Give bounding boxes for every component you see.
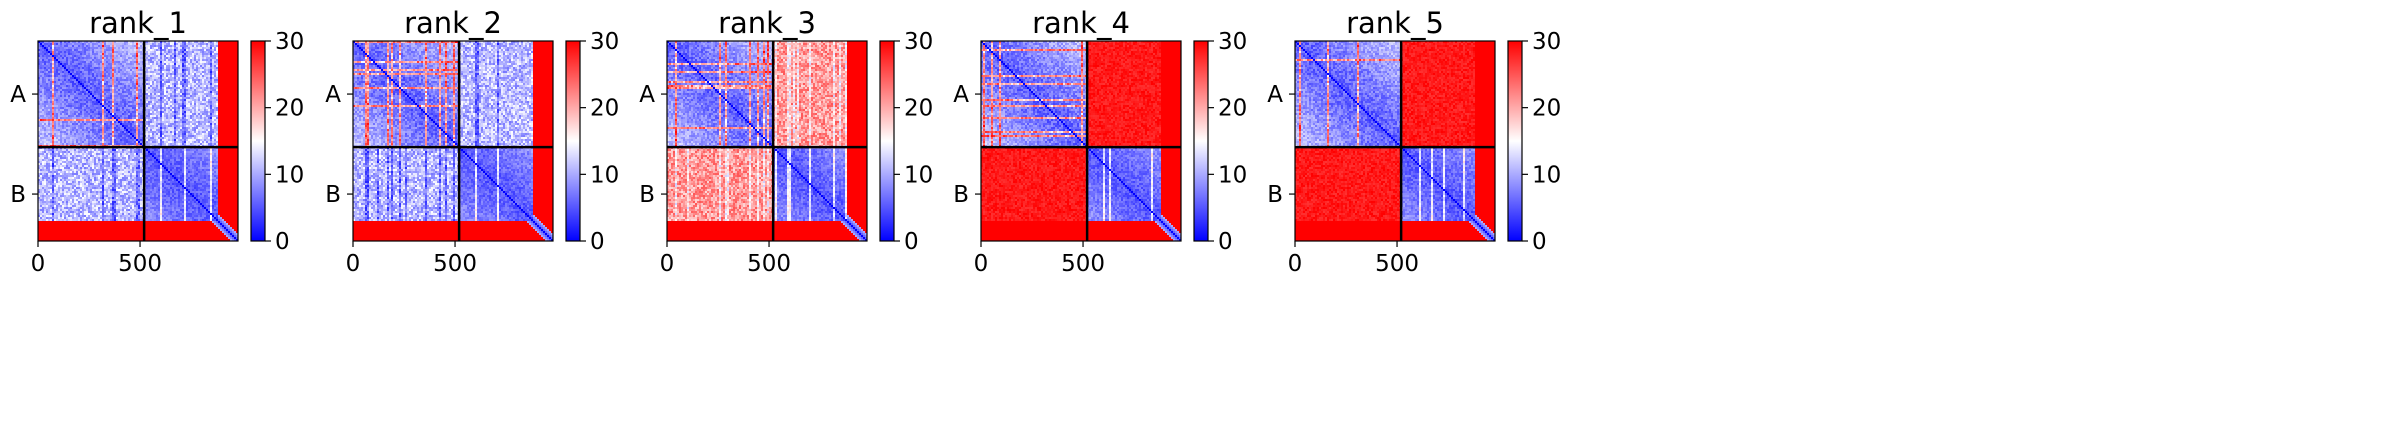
colorbar-tick-label: 20: [275, 96, 304, 122]
x-tick-label: 0: [974, 251, 989, 277]
heatmap-cells: [353, 41, 553, 241]
colorbar-tick-label: 0: [1532, 229, 1547, 255]
plot-frame: [37, 40, 239, 242]
y-tick-label: A: [1267, 82, 1283, 108]
colorbar-tick-label: 20: [590, 96, 619, 122]
heatmap-panel-rank_5: rank_5 0 500 A B 0 10 20 30: [1267, 6, 1561, 277]
panel-title: rank_1: [89, 6, 187, 40]
heatmap-cells: [981, 41, 1181, 241]
colorbar-tick-label: 20: [1532, 96, 1561, 122]
x-tick-label: 500: [1375, 251, 1419, 277]
x-tick-label: 0: [660, 251, 675, 277]
colorbar: 0 10 20 30: [1193, 29, 1247, 255]
colorbar: 0 10 20 30: [879, 29, 933, 255]
heatmap-panel-rank_2: rank_2 0 500 A B 0 10 20 30: [325, 6, 619, 277]
colorbar-tick-label: 10: [1218, 162, 1247, 188]
colorbar-tick-label: 10: [275, 162, 304, 188]
panel-title: rank_3: [718, 6, 816, 40]
colorbar-gradient: [879, 40, 895, 242]
y-tick-label: A: [10, 82, 26, 108]
y-tick-label: B: [953, 182, 969, 208]
x-tick-label: 500: [118, 251, 162, 277]
x-tick-label: 0: [31, 251, 46, 277]
x-tick-label: 500: [433, 251, 477, 277]
heatmap-cells: [1295, 41, 1495, 241]
colorbar-tick-label: 30: [275, 29, 304, 55]
y-tick-label: B: [10, 182, 26, 208]
colorbar-tick-label: 0: [1218, 229, 1233, 255]
colorbar-gradient: [250, 40, 266, 242]
panel-title: rank_5: [1346, 6, 1444, 40]
heatmap-cells: [38, 41, 238, 241]
colorbar-tick-label: 0: [590, 229, 605, 255]
colorbar-tick-label: 0: [904, 229, 919, 255]
x-tick-label: 0: [346, 251, 361, 277]
colorbar-tick-label: 30: [1218, 29, 1247, 55]
x-tick-label: 500: [747, 251, 791, 277]
heatmap-cells: [667, 41, 867, 241]
plot-frame: [1294, 40, 1496, 242]
plot-frame: [352, 40, 554, 242]
y-tick-label: B: [325, 182, 341, 208]
y-tick-label: B: [1267, 182, 1283, 208]
colorbar-gradient: [565, 40, 581, 242]
y-tick-label: A: [639, 82, 655, 108]
colorbar-gradient: [1193, 40, 1209, 242]
colorbar: 0 10 20 30: [250, 29, 304, 255]
x-tick-label: 0: [1288, 251, 1303, 277]
colorbar-tick-label: 20: [904, 96, 933, 122]
heatmap-panel-rank_1: rank_1 0 500 A B 0 10 20 30: [10, 6, 304, 277]
colorbar-tick-label: 30: [1532, 29, 1561, 55]
plot-frame: [980, 40, 1182, 242]
colorbar-tick-label: 0: [275, 229, 290, 255]
colorbar: 0 10 20 30: [1507, 29, 1561, 255]
plot-frame: [666, 40, 868, 242]
heatmap-panel-rank_3: rank_3 0 500 A B 0 10 20 30: [639, 6, 933, 277]
heatmap-panel-rank_4: rank_4 0 500 A B 0 10 20 30: [953, 6, 1247, 277]
panel-title: rank_2: [404, 6, 502, 40]
x-tick-label: 500: [1061, 251, 1105, 277]
colorbar-tick-label: 20: [1218, 96, 1247, 122]
y-tick-label: A: [325, 82, 341, 108]
colorbar: 0 10 20 30: [565, 29, 619, 255]
y-tick-label: B: [639, 182, 655, 208]
colorbar-gradient: [1507, 40, 1523, 242]
colorbar-tick-label: 10: [1532, 162, 1561, 188]
colorbar-tick-label: 30: [590, 29, 619, 55]
colorbar-tick-label: 30: [904, 29, 933, 55]
panel-title: rank_4: [1032, 6, 1130, 40]
colorbar-tick-label: 10: [590, 162, 619, 188]
y-tick-label: A: [953, 82, 969, 108]
colorbar-tick-label: 10: [904, 162, 933, 188]
